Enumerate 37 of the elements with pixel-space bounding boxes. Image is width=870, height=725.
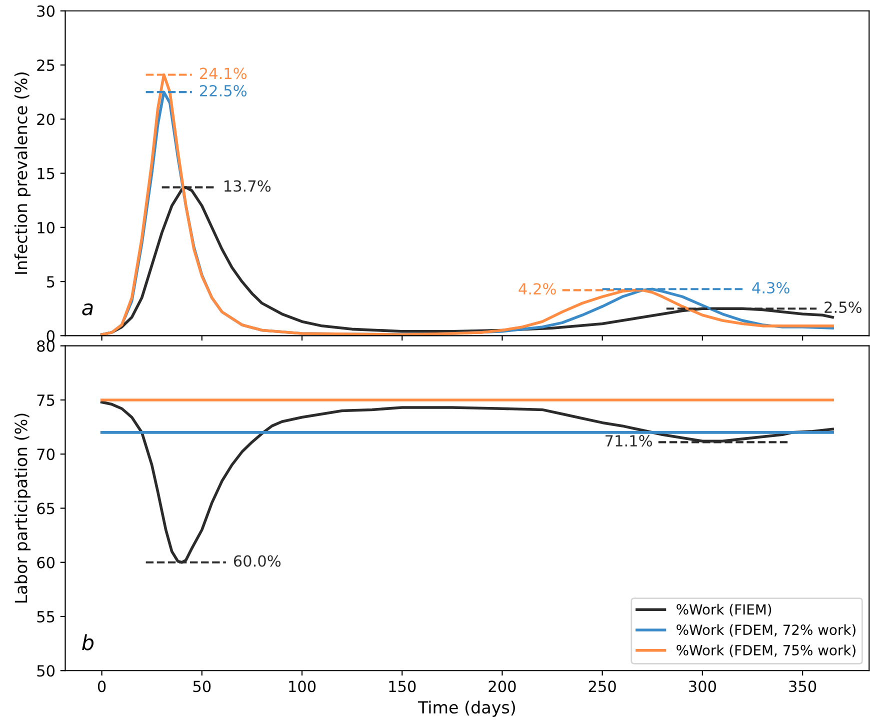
- x-tick-label: 100: [289, 680, 316, 692]
- annotation: 4.2%: [518, 283, 556, 295]
- annotation: 24.1%: [200, 68, 247, 80]
- y-tick-label: 65: [37, 502, 54, 514]
- y-tick-label: 50: [37, 665, 55, 677]
- x-tick-label: 150: [389, 680, 416, 692]
- y-tick-label: 75: [37, 394, 54, 406]
- y-tick-label: 20: [37, 114, 55, 126]
- y-tick-label: 5: [46, 276, 54, 288]
- legend-label: %Work (FDEM, 75% work): [676, 644, 856, 658]
- x-tick-label: 300: [689, 680, 716, 692]
- legend-label: %Work (FDEM, 72% work): [676, 624, 856, 637]
- y-tick-label: 60: [37, 556, 55, 568]
- y-tick-label: 10: [38, 222, 55, 234]
- x-tick-label: 200: [488, 680, 516, 692]
- y-tick-label: 30: [37, 5, 55, 17]
- y-axis-title: Labor participation (%): [14, 414, 31, 603]
- x-tick-label: 50: [193, 680, 211, 692]
- y-tick-label: 55: [37, 611, 54, 623]
- y-tick-label: 15: [38, 168, 54, 180]
- annotation: 71.1%: [606, 435, 652, 447]
- y-tick-label: 80: [37, 340, 55, 352]
- annotation: 2.5%: [824, 301, 862, 314]
- y-axis-title: Infection prevalence (%): [14, 72, 31, 274]
- annotation: b: [82, 634, 94, 650]
- x-axis-title: Time (days): [418, 700, 515, 717]
- annotation: a: [82, 303, 93, 316]
- legend-label: %Work (FIEM): [676, 604, 772, 616]
- annotation: 22.5%: [200, 84, 247, 97]
- x-tick-label: 350: [789, 680, 816, 692]
- annotation: 4.3%: [752, 282, 790, 294]
- annotation: 60.0%: [234, 555, 281, 567]
- annotation: 13.7%: [224, 180, 271, 192]
- y-tick-label: 25: [37, 59, 54, 72]
- x-tick-label: 250: [588, 680, 616, 692]
- x-tick-label: 0: [98, 680, 106, 692]
- y-tick-label: 70: [37, 448, 55, 460]
